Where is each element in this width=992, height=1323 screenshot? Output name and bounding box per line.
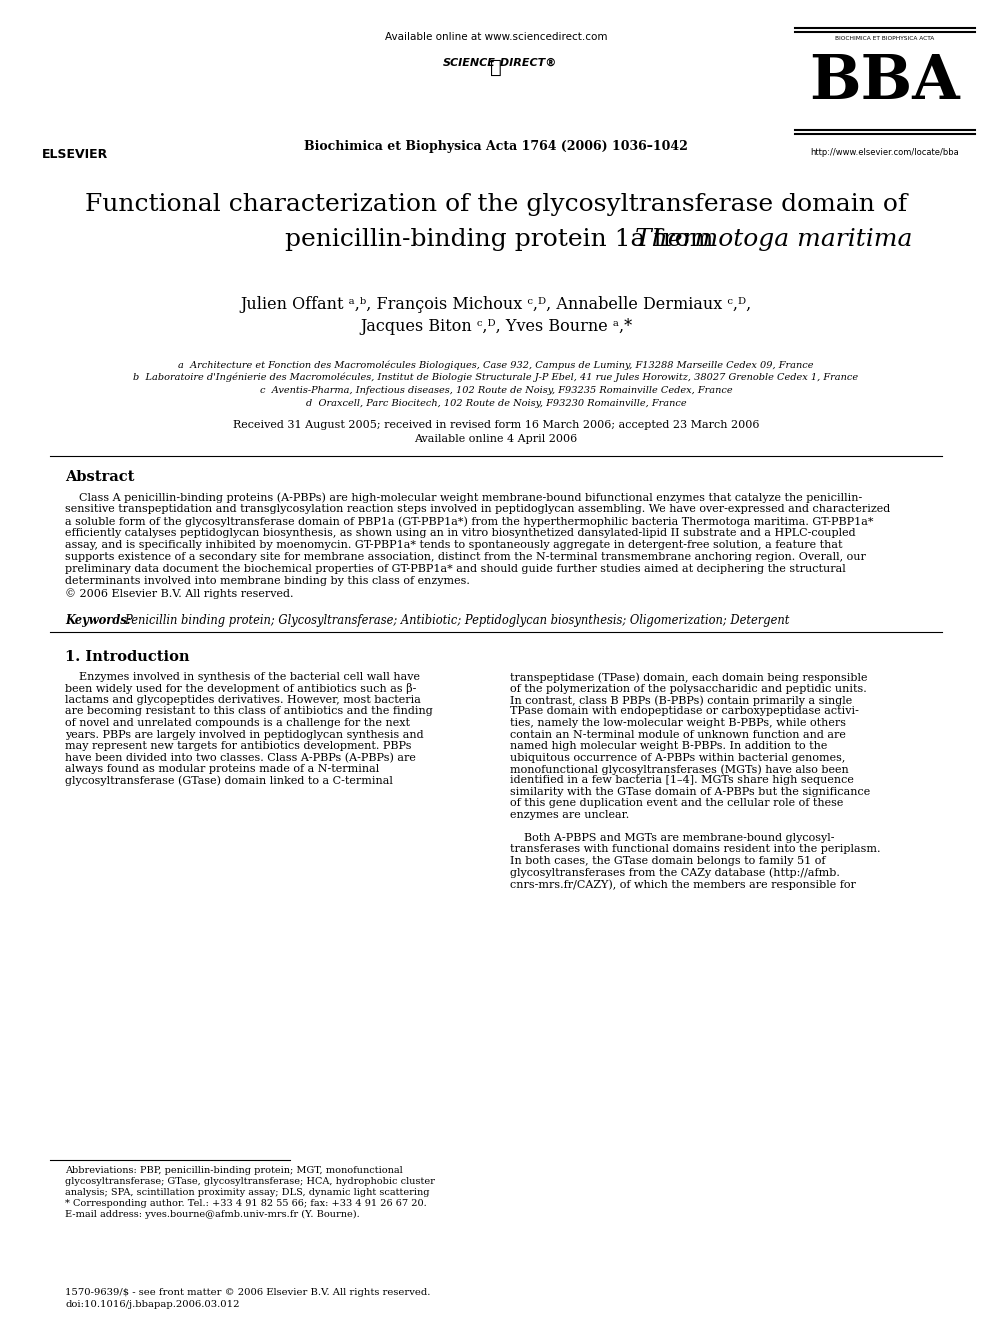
Text: * Corresponding author. Tel.: +33 4 91 82 55 66; fax: +33 4 91 26 67 20.: * Corresponding author. Tel.: +33 4 91 8… [65, 1199, 427, 1208]
Text: d  Oraxcell, Parc Biocitech, 102 Route de Noisy, F93230 Romainville, France: d Oraxcell, Parc Biocitech, 102 Route de… [306, 400, 686, 407]
Text: similarity with the GTase domain of A-PBPs but the significance: similarity with the GTase domain of A-PB… [510, 787, 870, 796]
Text: 1. Introduction: 1. Introduction [65, 650, 189, 664]
Text: a soluble form of the glycosyltransferase domain of PBP1a (GT-PBP1a*) from the h: a soluble form of the glycosyltransferas… [65, 516, 874, 527]
Text: BBA: BBA [809, 52, 960, 112]
Text: been widely used for the development of antibiotics such as β-: been widely used for the development of … [65, 684, 417, 695]
Text: glycosyltransferase (GTase) domain linked to a C-terminal: glycosyltransferase (GTase) domain linke… [65, 775, 393, 786]
Text: preliminary data document the biochemical properties of GT-PBP1a* and should gui: preliminary data document the biochemica… [65, 564, 846, 574]
Text: c  Aventis-Pharma, Infectious diseases, 102 Route de Noisy, F93235 Romainville C: c Aventis-Pharma, Infectious diseases, 1… [260, 386, 732, 396]
Text: may represent new targets for antibiotics development. PBPs: may represent new targets for antibiotic… [65, 741, 412, 751]
Text: glycosyltransferase; GTase, glycosyltransferase; HCA, hydrophobic cluster: glycosyltransferase; GTase, glycosyltran… [65, 1177, 434, 1185]
Text: named high molecular weight B-PBPs. In addition to the: named high molecular weight B-PBPs. In a… [510, 741, 827, 751]
Text: b  Laboratoire d'Ingénierie des Macromolécules, Institut de Biologie Structurale: b Laboratoire d'Ingénierie des Macromolé… [134, 373, 858, 382]
Text: determinants involved into membrane binding by this class of enzymes.: determinants involved into membrane bind… [65, 576, 470, 586]
Text: transferases with functional domains resident into the periplasm.: transferases with functional domains res… [510, 844, 881, 855]
Text: analysis; SPA, scintillation proximity assay; DLS, dynamic light scattering: analysis; SPA, scintillation proximity a… [65, 1188, 430, 1197]
Text: years. PBPs are largely involved in peptidoglycan synthesis and: years. PBPs are largely involved in pept… [65, 729, 424, 740]
Text: glycosyltransferases from the CAZy database (http://afmb.: glycosyltransferases from the CAZy datab… [510, 868, 840, 878]
Text: Jacques Biton ᶜ,ᴰ, Yves Bourne ᵃ,*: Jacques Biton ᶜ,ᴰ, Yves Bourne ᵃ,* [360, 318, 632, 335]
Text: Keywords:: Keywords: [65, 614, 131, 627]
Text: © 2006 Elsevier B.V. All rights reserved.: © 2006 Elsevier B.V. All rights reserved… [65, 587, 294, 599]
Text: of novel and unrelated compounds is a challenge for the next: of novel and unrelated compounds is a ch… [65, 718, 410, 728]
Text: contain an N-terminal module of unknown function and are: contain an N-terminal module of unknown … [510, 729, 846, 740]
Text: Received 31 August 2005; received in revised form 16 March 2006; accepted 23 Mar: Received 31 August 2005; received in rev… [233, 419, 759, 430]
Text: Abstract: Abstract [65, 470, 134, 484]
Text: enzymes are unclear.: enzymes are unclear. [510, 810, 629, 820]
Text: ubiquitous occurrence of A-PBPs within bacterial genomes,: ubiquitous occurrence of A-PBPs within b… [510, 753, 845, 762]
Text: a  Architecture et Fonction des Macromolécules Biologiques, Case 932, Campus de : a Architecture et Fonction des Macromolé… [179, 360, 813, 369]
Text: DIRECT®: DIRECT® [496, 58, 557, 67]
Text: BIOCHIMICA ET BIOPHYSICA ACTA: BIOCHIMICA ET BIOPHYSICA ACTA [835, 36, 934, 41]
Text: Available online at www.sciencedirect.com: Available online at www.sciencedirect.co… [385, 32, 607, 42]
Text: lactams and glycopeptides derivatives. However, most bacteria: lactams and glycopeptides derivatives. H… [65, 695, 421, 705]
Text: http://www.elsevier.com/locate/bba: http://www.elsevier.com/locate/bba [810, 148, 959, 157]
Text: Thermotoga maritima: Thermotoga maritima [635, 228, 913, 251]
Text: Available online 4 April 2006: Available online 4 April 2006 [415, 434, 577, 445]
Text: Class A penicillin-binding proteins (A-PBPs) are high-molecular weight membrane-: Class A penicillin-binding proteins (A-P… [65, 492, 862, 503]
Text: Penicillin binding protein; Glycosyltransferase; Antibiotic; Peptidoglycan biosy: Penicillin binding protein; Glycosyltran… [124, 614, 790, 627]
Text: cnrs-mrs.fr/CAZY), of which the members are responsible for: cnrs-mrs.fr/CAZY), of which the members … [510, 878, 856, 889]
Text: have been divided into two classes. Class A-PBPs (A-PBPs) are: have been divided into two classes. Clas… [65, 753, 416, 763]
Text: In both cases, the GTase domain belongs to family 51 of: In both cases, the GTase domain belongs … [510, 856, 825, 867]
Text: supports existence of a secondary site for membrane association, distinct from t: supports existence of a secondary site f… [65, 552, 866, 562]
Text: TPase domain with endopeptidase or carboxypeptidase activi-: TPase domain with endopeptidase or carbo… [510, 706, 859, 717]
Text: of this gene duplication event and the cellular role of these: of this gene duplication event and the c… [510, 799, 843, 808]
Text: doi:10.1016/j.bbapap.2006.03.012: doi:10.1016/j.bbapap.2006.03.012 [65, 1301, 239, 1308]
Text: monofunctional glycosyltransferases (MGTs) have also been: monofunctional glycosyltransferases (MGT… [510, 763, 849, 774]
Text: 1570-9639/$ - see front matter © 2006 Elsevier B.V. All rights reserved.: 1570-9639/$ - see front matter © 2006 El… [65, 1289, 431, 1297]
Text: Functional characterization of the glycosyltransferase domain of: Functional characterization of the glyco… [85, 193, 907, 216]
Text: Enzymes involved in synthesis of the bacterial cell wall have: Enzymes involved in synthesis of the bac… [65, 672, 420, 681]
Text: are becoming resistant to this class of antibiotics and the finding: are becoming resistant to this class of … [65, 706, 433, 717]
Text: efficiently catalyses peptidoglycan biosynthesis, as shown using an in vitro bio: efficiently catalyses peptidoglycan bios… [65, 528, 856, 538]
Text: Biochimica et Biophysica Acta 1764 (2006) 1036–1042: Biochimica et Biophysica Acta 1764 (2006… [305, 140, 687, 153]
Text: transpeptidase (TPase) domain, each domain being responsible: transpeptidase (TPase) domain, each doma… [510, 672, 867, 683]
Text: always found as modular proteins made of a N-terminal: always found as modular proteins made of… [65, 763, 379, 774]
Text: E-mail address: yves.bourne@afmb.univ-mrs.fr (Y. Bourne).: E-mail address: yves.bourne@afmb.univ-mr… [65, 1211, 360, 1218]
Text: Julien Offant ᵃ,ᵇ, François Michoux ᶜ,ᴰ, Annabelle Dermiaux ᶜ,ᴰ,: Julien Offant ᵃ,ᵇ, François Michoux ᶜ,ᴰ,… [240, 296, 752, 314]
Text: Both A-PBPS and MGTs are membrane-bound glycosyl-: Both A-PBPS and MGTs are membrane-bound … [510, 833, 834, 843]
Text: SCIENCE: SCIENCE [443, 58, 496, 67]
Text: ties, namely the low-molecular weight B-PBPs, while others: ties, namely the low-molecular weight B-… [510, 718, 846, 728]
Text: assay, and is specifically inhibited by moenomycin. GT-PBP1a* tends to spontaneo: assay, and is specifically inhibited by … [65, 540, 842, 550]
Text: of the polymerization of the polysaccharidic and peptidic units.: of the polymerization of the polysacchar… [510, 684, 867, 693]
Text: sensitive transpeptidation and transglycosylation reaction steps involved in pep: sensitive transpeptidation and transglyc… [65, 504, 890, 515]
Text: penicillin-binding protein 1a from: penicillin-binding protein 1a from [285, 228, 721, 251]
Text: ⓓ: ⓓ [490, 58, 502, 77]
Text: Abbreviations: PBP, penicillin-binding protein; MGT, monofunctional: Abbreviations: PBP, penicillin-binding p… [65, 1166, 403, 1175]
Text: ELSEVIER: ELSEVIER [42, 148, 108, 161]
Text: In contrast, class B PBPs (B-PBPs) contain primarily a single: In contrast, class B PBPs (B-PBPs) conta… [510, 695, 852, 705]
Text: identified in a few bacteria [1–4]. MGTs share high sequence: identified in a few bacteria [1–4]. MGTs… [510, 775, 854, 786]
